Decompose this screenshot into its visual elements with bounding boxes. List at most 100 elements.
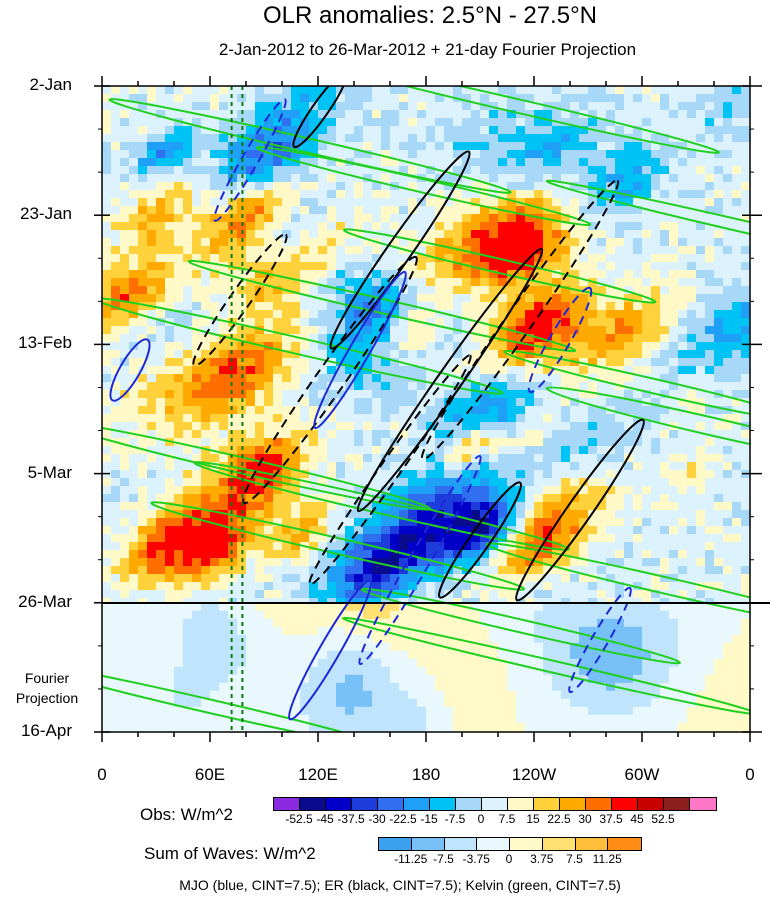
field-cell [408, 510, 418, 519]
field-cell [363, 610, 373, 620]
field-cell [435, 550, 445, 559]
field-cell [579, 454, 589, 463]
field-cell [507, 494, 517, 503]
field-cell [138, 454, 148, 463]
field-cell [345, 422, 355, 431]
field-cell [714, 206, 724, 215]
field-cell [255, 294, 265, 303]
field-cell [534, 294, 544, 303]
field-cell [624, 486, 634, 495]
field-cell [444, 534, 454, 543]
field-cell [606, 174, 616, 183]
field-cell [156, 182, 166, 191]
field-cell [714, 438, 724, 447]
field-cell [399, 118, 409, 127]
field-cell [156, 494, 166, 503]
field-cell [273, 278, 283, 287]
field-cell [228, 454, 238, 463]
field-cell [102, 602, 112, 612]
field-cell [534, 326, 544, 335]
field-cell [687, 534, 697, 543]
field-cell [552, 566, 562, 575]
field-cell [507, 278, 517, 287]
field-cell [624, 574, 634, 583]
field-cell [399, 406, 409, 415]
field-cell [156, 462, 166, 471]
field-cell [696, 214, 706, 223]
field-cell [696, 366, 706, 375]
field-cell [723, 206, 733, 215]
field-cell [318, 94, 328, 103]
field-cell [642, 270, 652, 279]
field-cell [354, 182, 364, 191]
field-cell [642, 174, 652, 183]
field-cell [426, 582, 436, 591]
field-cell [156, 470, 166, 479]
field-cell [426, 550, 436, 559]
field-cell [318, 86, 328, 95]
field-cell [453, 86, 463, 95]
field-cell [426, 502, 436, 511]
field-cell [336, 294, 346, 303]
field-cell [138, 118, 148, 127]
field-cell [390, 110, 400, 119]
field-cell [183, 230, 193, 239]
field-cell [390, 618, 400, 628]
field-cell [111, 278, 121, 287]
field-cell [525, 602, 535, 612]
field-cell [183, 582, 193, 591]
field-cell [183, 142, 193, 151]
field-cell [417, 414, 427, 423]
field-cell [732, 534, 742, 543]
field-cell [480, 230, 490, 239]
field-cell [237, 94, 247, 103]
field-cell [561, 278, 571, 287]
field-cell [516, 618, 526, 628]
field-cell [444, 446, 454, 455]
field-cell [156, 86, 166, 95]
field-cell [453, 134, 463, 143]
field-cell [633, 198, 643, 207]
field-cell [408, 158, 418, 167]
field-cell [192, 406, 202, 415]
field-cell [336, 118, 346, 127]
field-cell [498, 86, 508, 95]
field-cell [489, 414, 499, 423]
field-cell [246, 270, 256, 279]
field-cell [246, 518, 256, 527]
field-cell [498, 302, 508, 311]
field-cell [516, 86, 526, 95]
field-cell [138, 182, 148, 191]
field-cell [480, 94, 490, 103]
field-cell [651, 446, 661, 455]
field-cell [723, 126, 733, 135]
field-cell [327, 430, 337, 439]
field-cell [399, 134, 409, 143]
field-cell [210, 582, 220, 591]
field-cell [318, 350, 328, 359]
field-cell [696, 222, 706, 231]
field-cell [552, 174, 562, 183]
field-cell [588, 454, 598, 463]
field-cell [147, 566, 157, 575]
field-cell [309, 262, 319, 271]
field-cell [192, 198, 202, 207]
field-cell [354, 214, 364, 223]
field-cell [408, 262, 418, 271]
field-cell [615, 374, 625, 383]
field-cell [444, 230, 454, 239]
field-cell [723, 150, 733, 159]
field-cell [237, 318, 247, 327]
field-cell [687, 286, 697, 295]
field-cell [606, 150, 616, 159]
field-cell [174, 150, 184, 159]
field-cell [480, 454, 490, 463]
field-cell [192, 478, 202, 487]
field-cell [327, 618, 337, 628]
field-cell [579, 526, 589, 535]
field-cell [660, 230, 670, 239]
field-cell [363, 334, 373, 343]
field-cell [147, 446, 157, 455]
field-cell [507, 334, 517, 343]
field-cell [300, 222, 310, 231]
